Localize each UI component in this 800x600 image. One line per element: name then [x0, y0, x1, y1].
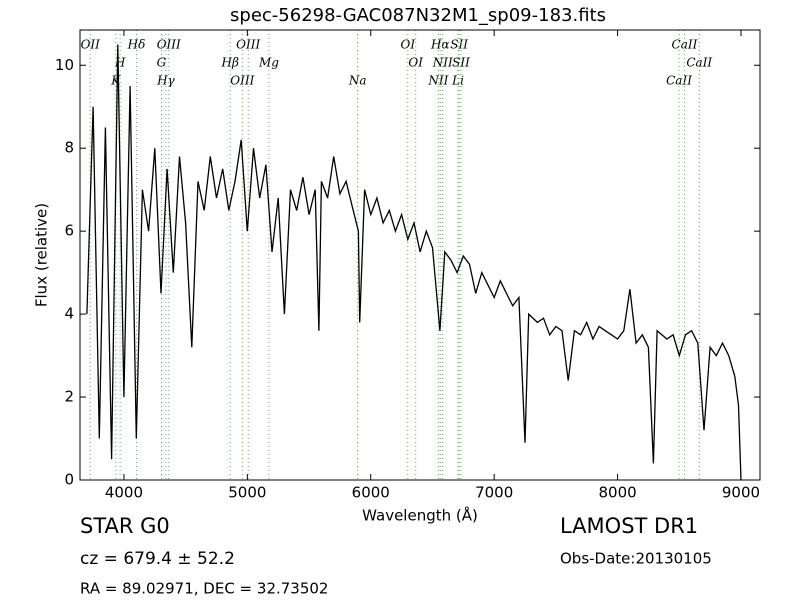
survey: LAMOST DR1	[560, 514, 698, 538]
coordinates: RA = 89.02971, DEC = 32.73502	[80, 580, 328, 598]
x-axis-label: Wavelength (Å)	[362, 506, 478, 525]
spectral-line-label: NII	[432, 56, 453, 70]
chart-title: spec-56298-GAC087N32M1_sp09-183.fits	[230, 5, 606, 26]
spectral-line-label: OI	[408, 56, 423, 70]
spectral-line-label: SII	[452, 56, 470, 70]
spectral-line-label: OIII	[236, 38, 260, 52]
x-tick-label: 9000	[722, 484, 760, 502]
y-tick-label: 10	[55, 56, 74, 74]
spectral-line-label: Hγ	[156, 74, 175, 88]
spectral-line-label: OII	[81, 38, 101, 52]
spectral-line-label: SII	[450, 38, 468, 52]
spectral-line-label: Hβ	[220, 56, 238, 70]
x-tick-label: 5000	[228, 484, 266, 502]
object-class: STAR G0	[80, 514, 170, 538]
y-tick-label: 8	[64, 139, 74, 157]
obs-date: Obs-Date:20130105	[560, 550, 712, 568]
x-tick-label: 4000	[105, 484, 143, 502]
y-axis-label: Flux (relative)	[33, 203, 51, 307]
x-tick-label: 8000	[598, 484, 636, 502]
spectral-line-label: OI	[400, 38, 415, 52]
x-tick-label: 7000	[475, 484, 513, 502]
y-tick-label: 6	[64, 222, 74, 240]
spectral-line-label: OIII	[230, 74, 254, 88]
spectral-line-label: CaII	[686, 56, 712, 70]
spectral-line-label: Na	[348, 74, 367, 88]
spectral-line-label: NII	[427, 74, 448, 88]
spectral-line-label: K	[110, 74, 121, 88]
spectrum-line	[86, 44, 742, 481]
redshift: cz = 679.4 ± 52.2	[80, 549, 235, 569]
spectral-line-label: Hδ	[127, 38, 146, 52]
spectral-line-label: OIII	[157, 38, 181, 52]
spectral-line-label: G	[157, 56, 167, 70]
x-tick-label: 6000	[352, 484, 390, 502]
plot-frame	[79, 29, 761, 481]
spectral-line-label: CaII	[672, 38, 698, 52]
y-tick-label: 0	[64, 471, 74, 489]
y-tick-label: 4	[64, 305, 74, 323]
spectral-line-label: Hα	[430, 38, 450, 52]
y-tick-label: 2	[64, 388, 74, 406]
spectral-line-label: Mg	[258, 56, 279, 70]
spectral-line-label: Li	[451, 74, 464, 88]
spectral-line-label: CaII	[666, 74, 692, 88]
